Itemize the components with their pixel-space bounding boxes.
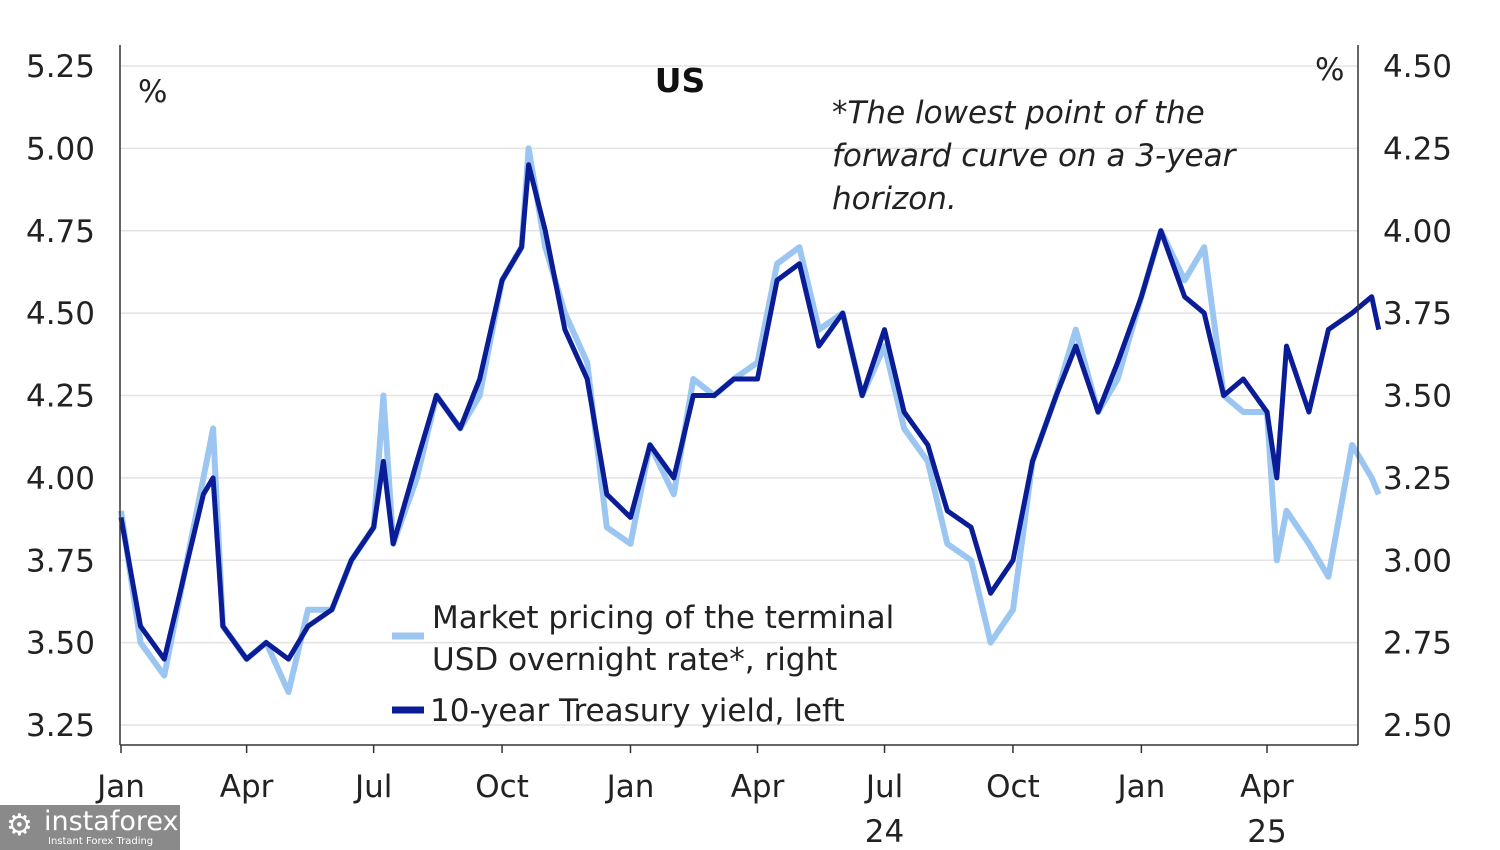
treasury-yield-line (118, 162, 1382, 662)
x-tick-label: Apr (1240, 769, 1294, 805)
right-tick-label: 3.75 (1383, 296, 1452, 332)
right-tick-label: 3.25 (1383, 461, 1452, 497)
right-tick-label: 2.75 (1383, 626, 1452, 662)
x-year-label: 25 (1247, 814, 1286, 850)
left-tick-label: 5.00 (26, 131, 95, 167)
left-tick-label: 3.25 (26, 708, 95, 744)
x-tick-label: Jan (1115, 769, 1165, 805)
logo-name: instaforex (44, 806, 179, 837)
left-tick-label: 3.50 (26, 626, 95, 662)
legend-label-terminal-rate-2: USD overnight rate*, right (432, 642, 837, 678)
right-tick-label: 2.50 (1383, 708, 1452, 744)
x-tick-label: Jul (353, 769, 392, 805)
instaforex-logo: ⚙ instaforex Instant Forex Trading (0, 805, 180, 850)
left-tick-label: 4.00 (26, 461, 95, 497)
right-tick-label: 4.25 (1383, 131, 1452, 167)
right-tick-label: 3.00 (1383, 543, 1452, 579)
right-unit-label: % (1315, 52, 1344, 88)
x-tick-label: Jan (95, 769, 145, 805)
legend: Market pricing of the terminal USD overn… (392, 600, 894, 729)
right-tick-label: 4.50 (1383, 49, 1452, 85)
left-tick-label: 4.50 (26, 296, 95, 332)
left-tick-label: 3.75 (26, 543, 95, 579)
annotation-line-2: forward curve on a 3-year (832, 138, 1238, 174)
annotation-line-3: horizon. (832, 181, 957, 217)
right-tick-label: 4.00 (1383, 214, 1452, 250)
gear-icon: ⚙ (6, 808, 33, 843)
x-tick-label: Apr (220, 769, 274, 805)
left-tick-label: 4.75 (26, 214, 95, 250)
x-year-label: 24 (865, 814, 904, 850)
x-tick-label: Oct (986, 769, 1040, 805)
x-tick-label: Apr (731, 769, 785, 805)
legend-label-terminal-rate-1: Market pricing of the terminal (432, 600, 894, 636)
right-tick-label: 3.50 (1383, 379, 1452, 415)
x-tick-label: Jul (864, 769, 903, 805)
left-tick-label: 5.25 (26, 49, 95, 85)
annotation-line-1: *The lowest point of the (832, 95, 1205, 131)
logo-tagline: Instant Forex Trading (48, 836, 154, 847)
legend-label-treasury: 10-year Treasury yield, left (430, 693, 845, 729)
x-tick-label: Jan (605, 769, 655, 805)
left-unit-label: % (138, 74, 167, 110)
chart-title: US (655, 61, 706, 100)
x-tick-label: Oct (475, 769, 529, 805)
left-tick-label: 4.25 (26, 379, 95, 415)
